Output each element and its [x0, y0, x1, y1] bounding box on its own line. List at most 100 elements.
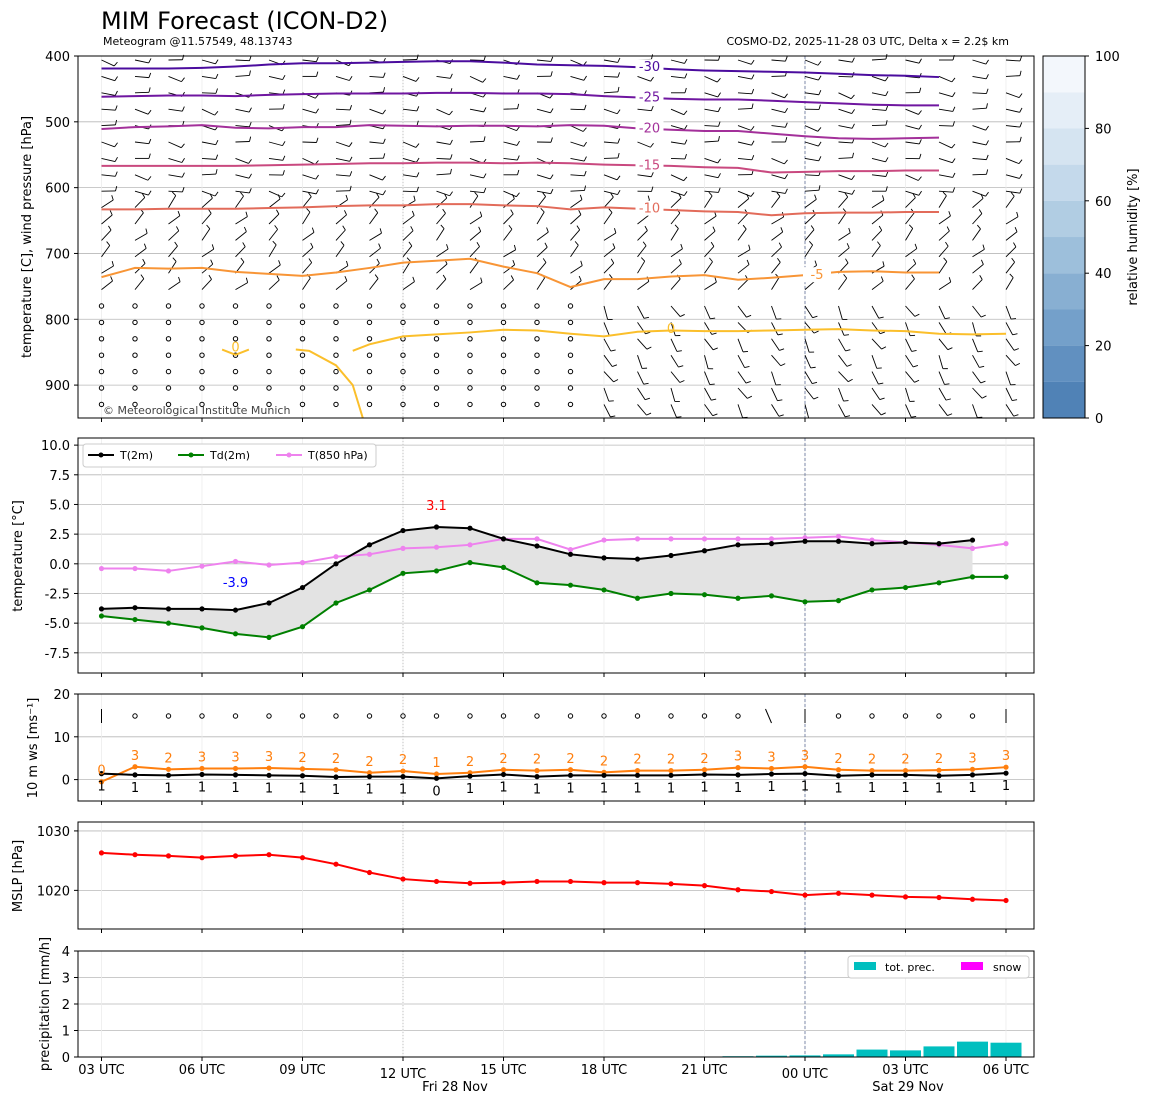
- wind-barb-flag: [952, 92, 956, 97]
- precip-legend: tot. prec. snow: [847, 955, 1030, 979]
- speed-value-label: 1: [834, 782, 842, 797]
- wind-ytick: 20: [53, 688, 70, 703]
- wind-barb-flag: [848, 378, 853, 383]
- wind-barb-flag: [610, 349, 616, 352]
- calm-wind-marker: [333, 385, 339, 391]
- colorbar-band: [1043, 309, 1085, 346]
- mslp-ytick: 1030: [37, 825, 70, 840]
- wind-barb: [637, 305, 645, 319]
- calm-wind-marker: [534, 319, 540, 326]
- wind-barb: [1005, 174, 1020, 179]
- wind-barb-flag: [951, 143, 956, 149]
- series-td2m-point: [534, 580, 540, 586]
- wind-barb-flag: [616, 175, 621, 181]
- wind-barb-flag: [778, 242, 782, 248]
- wind-barb: [670, 387, 676, 402]
- wind-barb: [838, 92, 852, 100]
- wind-barb-flag: [918, 58, 922, 64]
- wind-barb: [670, 174, 684, 182]
- wind-barb-flag: [181, 77, 185, 82]
- wind-barb-flag: [584, 104, 587, 110]
- wind-barb: [938, 92, 953, 98]
- wind-barb-flag: [147, 176, 152, 181]
- wind-barb: [1005, 246, 1017, 258]
- wind-barb-flag: [879, 397, 885, 401]
- wind-barb-flag: [1015, 362, 1021, 367]
- wind-barb-flag: [942, 191, 947, 197]
- wind-barb-flag: [109, 210, 113, 216]
- wind-barb: [503, 75, 518, 80]
- calm-wind-marker: [199, 713, 205, 719]
- precip-bar: [756, 1055, 787, 1057]
- ws10-point: [601, 772, 607, 778]
- wind-barb-flag: [851, 109, 855, 114]
- wind-barb: [268, 157, 283, 161]
- wind-barb: [168, 157, 183, 163]
- wind-barb-flag: [780, 227, 784, 233]
- calm-wind-marker: [333, 401, 339, 408]
- wind-barb-flag: [912, 193, 916, 198]
- wind-barb-flag: [785, 137, 788, 143]
- wind-barb: [603, 75, 619, 78]
- wind-barb-flag: [948, 277, 952, 283]
- wind-barb: [704, 140, 719, 143]
- wind-barb: [469, 215, 482, 225]
- wind-barb: [603, 247, 616, 258]
- wind-barb: [101, 59, 115, 67]
- wind-barb: [972, 107, 987, 110]
- wind-barb-flag: [712, 413, 718, 417]
- wind-barb-flag: [784, 93, 788, 99]
- wind-barb: [838, 59, 853, 63]
- calm-wind-marker: [500, 336, 507, 342]
- wind-barb-flag: [785, 56, 788, 62]
- series-td2m-point: [768, 593, 775, 599]
- wind-barb: [402, 174, 417, 178]
- wind-barb-flag: [113, 61, 118, 67]
- wind-barb-flag: [345, 194, 349, 200]
- calm-wind-marker: [433, 368, 440, 375]
- wind-barb-flag: [148, 153, 151, 159]
- calm-wind-marker: [132, 368, 138, 375]
- mslp-ylabel: MSLP [hPa]: [11, 840, 26, 912]
- wind-barb-flag: [878, 382, 884, 385]
- wind-barb-flag: [579, 194, 583, 200]
- calm-wind-marker: [165, 352, 172, 358]
- wind-barb: [838, 212, 847, 225]
- wind-barb-flag: [848, 227, 851, 233]
- wind-barb-flag: [508, 224, 513, 230]
- gust-value-label: 3: [968, 751, 976, 766]
- wind-barb-flag: [911, 274, 915, 280]
- wind-barb: [704, 215, 717, 225]
- wind-barb: [101, 92, 116, 96]
- wind-barb: [1005, 157, 1020, 165]
- ws10-point: [902, 772, 909, 778]
- wind-barb: [871, 199, 885, 208]
- series-t850-point: [467, 542, 473, 548]
- mslp-point: [902, 894, 909, 900]
- wind-barb: [369, 75, 384, 78]
- precip-ytick: 2: [62, 998, 70, 1013]
- calm-wind-marker: [936, 713, 942, 719]
- wind-barb: [1005, 354, 1016, 366]
- wind-barbs-upper: [98, 54, 1023, 419]
- wind-barb-flag: [986, 103, 988, 109]
- wind-barb: [302, 59, 317, 63]
- wind-barb-flag: [348, 142, 353, 147]
- ws10-point: [467, 773, 473, 779]
- wind-barb-flag: [980, 259, 984, 265]
- wind-barb-flag: [214, 191, 219, 197]
- mslp-point: [534, 878, 540, 885]
- wind-barb: [570, 190, 585, 192]
- series-t2m-point: [534, 543, 540, 549]
- series-t850-point: [366, 551, 373, 557]
- precip-bar: [890, 1050, 921, 1057]
- ws10-point: [835, 773, 842, 779]
- wind-barb-flag: [684, 87, 687, 93]
- mslp-point: [768, 888, 775, 895]
- wind-barb: [134, 197, 146, 208]
- wind-barb-flag: [952, 172, 956, 178]
- wind-barb-flag: [249, 55, 252, 61]
- isotherm-label: 0: [667, 322, 675, 337]
- wind-barb: [402, 75, 417, 82]
- series-t850-point: [165, 568, 172, 574]
